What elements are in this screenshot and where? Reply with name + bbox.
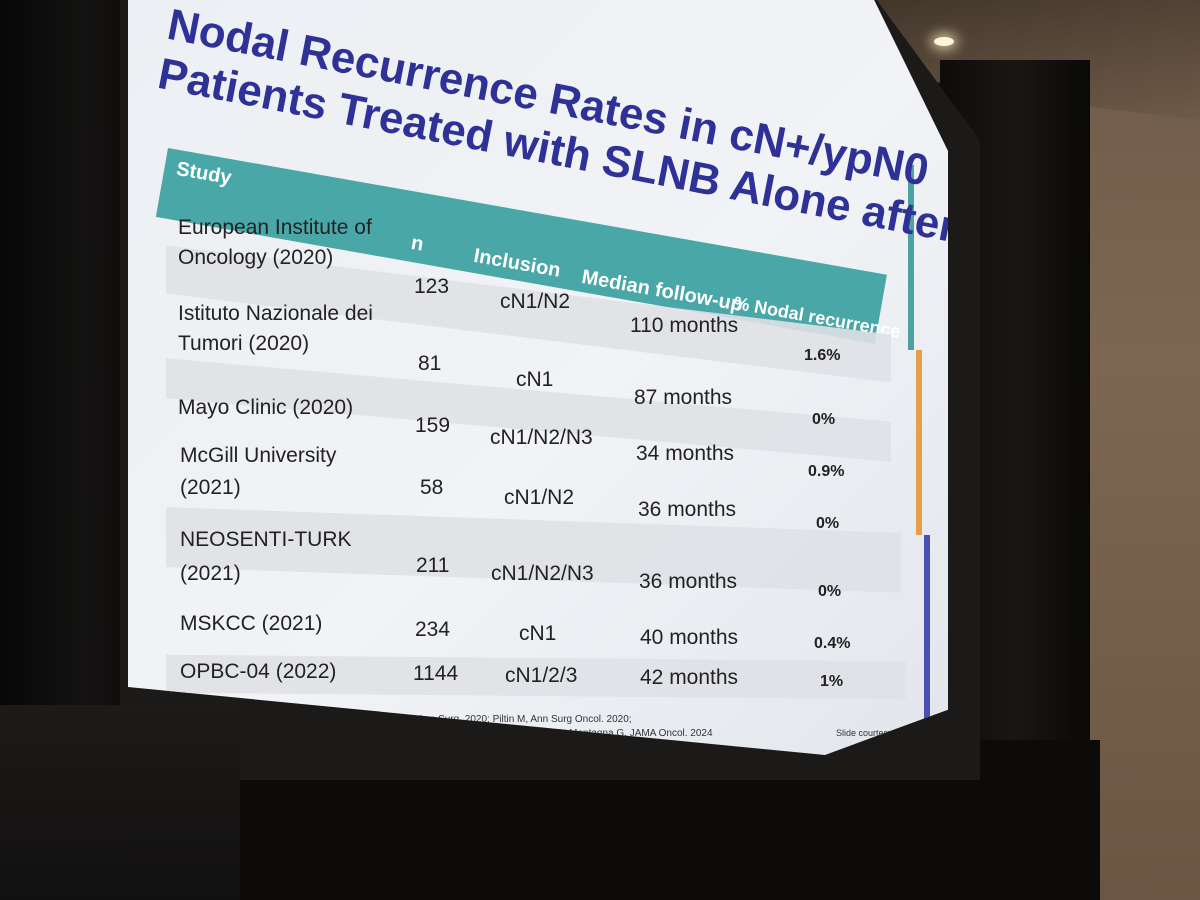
- study-name: McGill University: [180, 444, 337, 467]
- n-value: 234: [415, 618, 451, 641]
- accent-stripe-orange: [916, 350, 922, 535]
- study-year: (2021): [180, 562, 241, 585]
- followup-value: 36 months: [639, 570, 738, 593]
- followup-value: 36 months: [638, 498, 737, 521]
- projected-slide: Nodal Recurrence Rates in cN+/ypN0 Patie…: [128, 0, 948, 755]
- n-value: 123: [414, 275, 450, 298]
- inclusion-value: cN1/2/3: [505, 664, 578, 687]
- study-name: Istituto Nazionale dei: [178, 302, 373, 325]
- followup-value: 34 months: [636, 442, 735, 465]
- column-header-n: n: [409, 231, 426, 256]
- recurrence-value: 0%: [816, 515, 840, 532]
- followup-value: 87 months: [634, 386, 733, 409]
- inclusion-value: cN1/N2/N3: [490, 426, 593, 449]
- study-name: Mayo Clinic (2020): [178, 396, 354, 419]
- accent-stripe-blue: [924, 535, 930, 740]
- podium: [0, 705, 240, 900]
- study-name: NEOSENTI-TURK: [180, 528, 352, 551]
- n-value: 211: [416, 554, 450, 577]
- n-value: 159: [415, 414, 451, 437]
- accent-stripe-teal: [908, 165, 914, 350]
- n-value: 58: [420, 476, 444, 499]
- study-year: (2021): [180, 476, 241, 499]
- inclusion-value: cN1: [519, 622, 557, 645]
- recurrence-value: 1.6%: [804, 347, 841, 364]
- inclusion-value: cN1/N2/N3: [491, 562, 594, 585]
- study-year: Oncology (2020): [178, 246, 334, 269]
- study-name: OPBC-04 (2022): [180, 660, 337, 683]
- recurrence-value: 0.4%: [814, 635, 851, 652]
- inclusion-value: cN1/N2: [500, 290, 571, 313]
- study-name: European Institute of: [178, 216, 372, 239]
- ceiling-light: [934, 37, 954, 46]
- followup-value: 40 months: [640, 626, 739, 649]
- n-value: 81: [418, 352, 442, 375]
- study-name: MSKCC (2021): [180, 612, 323, 635]
- inclusion-value: cN1: [516, 368, 554, 391]
- column-header-inclusion: Inclusion: [472, 244, 563, 282]
- recurrence-value: 0.9%: [808, 463, 845, 480]
- recurrence-value: 0%: [812, 411, 836, 428]
- followup-value: 42 months: [640, 666, 739, 689]
- study-year: Tumori (2020): [178, 332, 310, 355]
- inclusion-value: cN1/N2: [504, 486, 575, 509]
- n-value: 1144: [413, 662, 459, 685]
- recurrence-value: 0%: [818, 583, 842, 600]
- followup-value: 110 months: [630, 314, 739, 337]
- recurrence-value: 1%: [820, 673, 844, 690]
- column-header-study: Study: [174, 157, 234, 190]
